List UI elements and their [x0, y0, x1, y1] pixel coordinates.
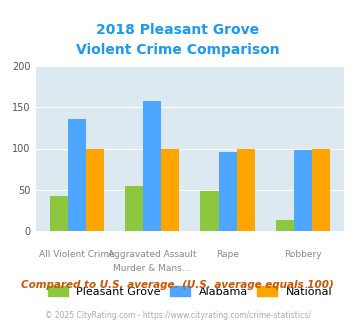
Text: Robbery: Robbery — [284, 250, 322, 259]
Text: Compared to U.S. average. (U.S. average equals 100): Compared to U.S. average. (U.S. average … — [21, 280, 334, 290]
Bar — [86, 148, 104, 231]
Bar — [294, 150, 312, 231]
Bar — [237, 148, 255, 231]
Text: 2018 Pleasant Grove: 2018 Pleasant Grove — [96, 23, 259, 37]
Text: Violent Crime Comparison: Violent Crime Comparison — [76, 43, 279, 57]
Bar — [143, 101, 161, 231]
Bar — [125, 185, 143, 231]
Bar — [201, 191, 219, 231]
Text: Rape: Rape — [216, 250, 239, 259]
Bar — [276, 220, 294, 231]
Bar — [50, 195, 68, 231]
Text: All Violent Crime: All Violent Crime — [39, 250, 115, 259]
Text: Aggravated Assault: Aggravated Assault — [108, 250, 196, 259]
Bar — [161, 148, 179, 231]
Bar — [219, 152, 237, 231]
Text: © 2025 CityRating.com - https://www.cityrating.com/crime-statistics/: © 2025 CityRating.com - https://www.city… — [45, 311, 310, 320]
Text: Murder & Mans...: Murder & Mans... — [114, 264, 191, 273]
Bar — [312, 148, 330, 231]
Legend: Pleasant Grove, Alabama, National: Pleasant Grove, Alabama, National — [48, 286, 332, 297]
Bar — [68, 119, 86, 231]
